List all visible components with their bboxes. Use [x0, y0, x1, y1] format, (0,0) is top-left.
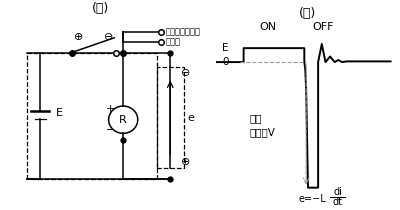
Text: di: di	[333, 187, 342, 197]
Text: +: +	[106, 104, 116, 114]
Text: e=−L: e=−L	[299, 194, 326, 204]
Text: メータ: メータ	[166, 38, 181, 46]
Text: ⊖: ⊖	[104, 32, 113, 42]
Text: e: e	[187, 113, 194, 123]
Text: −: −	[106, 125, 116, 135]
Text: dt: dt	[332, 197, 342, 207]
Text: ⊕: ⊕	[74, 32, 83, 42]
Text: 数百: 数百	[249, 113, 262, 123]
Text: ～数千V: ～数千V	[249, 127, 275, 137]
Text: R: R	[119, 115, 127, 125]
Text: ピークボルト・: ピークボルト・	[166, 27, 201, 36]
Text: ⊖: ⊖	[181, 68, 191, 79]
Text: 0: 0	[222, 57, 228, 67]
Text: E: E	[56, 108, 63, 118]
Text: E: E	[222, 43, 228, 53]
Text: (ロ): (ロ)	[299, 7, 317, 20]
Text: ON: ON	[259, 22, 276, 32]
Text: OFF: OFF	[312, 22, 334, 32]
Text: ⊕: ⊕	[181, 157, 191, 167]
Text: (イ): (イ)	[92, 2, 110, 15]
